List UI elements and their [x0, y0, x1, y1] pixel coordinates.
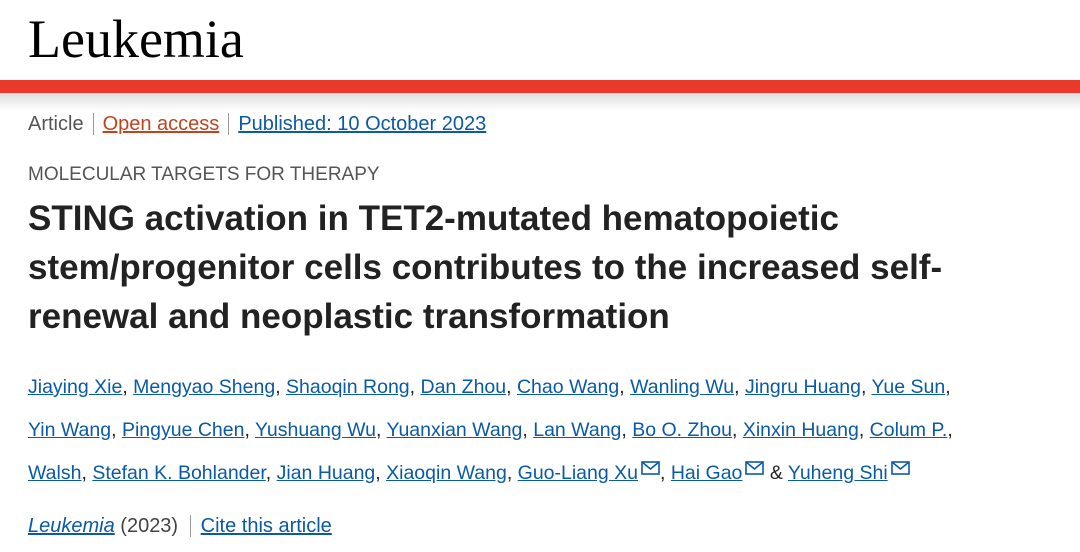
- conjunction: &: [769, 462, 783, 484]
- email-icon[interactable]: [745, 461, 765, 475]
- author-link[interactable]: Pingyue Chen: [121, 419, 245, 441]
- open-access-link[interactable]: Open access: [102, 113, 220, 135]
- author-link[interactable]: Jian Huang: [276, 462, 376, 484]
- author-link[interactable]: Yue Sun: [871, 376, 946, 398]
- author-link[interactable]: Mengyao Sheng: [133, 376, 276, 398]
- author-link[interactable]: Colum P.: [869, 419, 948, 441]
- bar-shadow: [0, 93, 1080, 111]
- journal-link[interactable]: Leukemia: [28, 515, 115, 537]
- brand-bar: [0, 80, 1080, 93]
- author-link[interactable]: Jiaying Xie: [28, 376, 123, 398]
- author-link[interactable]: Xiaoqin Wang: [386, 462, 507, 484]
- author-link[interactable]: Wanling Wu: [630, 376, 735, 398]
- author-link[interactable]: Shaoqin Rong: [286, 376, 410, 398]
- article-meta: Article Open access Published: 10 October …: [28, 113, 496, 136]
- author-link[interactable]: Lan Wang: [533, 419, 622, 441]
- published-link[interactable]: Published: 10 October 2023: [238, 113, 487, 135]
- author-link[interactable]: Yin Wang: [28, 419, 112, 441]
- email-icon[interactable]: [641, 461, 660, 475]
- cite-link[interactable]: Cite this article: [200, 515, 332, 537]
- author-link[interactable]: Stefan K. Bohlander: [92, 462, 266, 484]
- author-link[interactable]: Jingru Huang: [744, 376, 861, 398]
- author-link[interactable]: Walsh: [28, 462, 82, 484]
- author-link[interactable]: Yushuang Wu: [254, 419, 377, 441]
- article-title: STING activation in TET2-mutated hematop…: [28, 199, 943, 336]
- year: (2023): [120, 515, 179, 537]
- author-link[interactable]: Yuanxian Wang: [386, 419, 523, 441]
- author-list: Jiaying Xie, Mengyao Sheng, Shaoqin Rong…: [28, 376, 953, 484]
- author-link[interactable]: Guo-Liang Xu: [517, 462, 638, 484]
- author-link[interactable]: Chao Wang: [516, 376, 620, 398]
- author-link[interactable]: Bo O. Zhou: [632, 419, 732, 441]
- journal-logo[interactable]: Leukemia: [28, 9, 244, 69]
- author-link[interactable]: Yuheng Shi: [787, 462, 888, 484]
- author-link[interactable]: Xinxin Huang: [742, 419, 859, 441]
- author-link[interactable]: Hai Gao: [670, 462, 743, 484]
- article-type: Article: [28, 113, 84, 135]
- subject: MOLECULAR TARGETS FOR THERAPY: [28, 164, 380, 185]
- citation: Leukemia (2023) Cite this article: [28, 515, 332, 538]
- email-icon[interactable]: [890, 461, 910, 475]
- author-link[interactable]: Dan Zhou: [420, 376, 507, 398]
